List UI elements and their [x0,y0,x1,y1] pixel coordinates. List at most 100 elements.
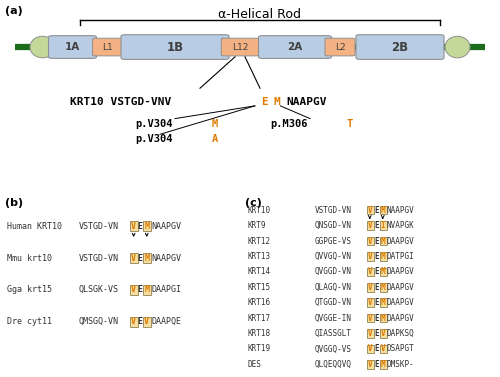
Text: V: V [368,360,372,369]
FancyBboxPatch shape [130,253,138,263]
Text: p.V304: p.V304 [135,118,172,129]
Text: M: M [380,314,385,323]
Text: KRT14: KRT14 [248,267,270,276]
Text: DAAPQE: DAAPQE [151,317,181,326]
Text: KRT12: KRT12 [248,236,270,245]
Text: E: E [374,345,378,354]
Text: E: E [374,236,378,245]
Text: DSAPGT: DSAPGT [387,345,414,354]
FancyBboxPatch shape [144,285,150,295]
FancyBboxPatch shape [366,314,374,322]
Text: KRT10: KRT10 [248,206,270,215]
Text: M: M [274,97,281,107]
Text: I: I [380,221,385,230]
Text: DAPKSQ: DAPKSQ [387,329,414,338]
Ellipse shape [30,36,55,58]
Text: QTGGD-VN: QTGGD-VN [315,298,352,307]
Text: p.V304: p.V304 [135,134,172,144]
Text: E: E [374,267,378,276]
Text: V: V [368,345,372,354]
Text: NAAPGV: NAAPGV [151,222,181,231]
Text: DAAPGI: DAAPGI [151,285,181,294]
Text: E: E [374,298,378,307]
FancyBboxPatch shape [144,221,150,231]
Text: GGPGE-VS: GGPGE-VS [315,236,352,245]
FancyBboxPatch shape [366,329,374,338]
Text: M: M [144,254,149,262]
Text: NVAPGK: NVAPGK [387,221,414,230]
Text: VSTGD-VN: VSTGD-VN [78,222,118,231]
FancyBboxPatch shape [258,36,332,58]
Text: V: V [368,283,372,292]
Text: QLAGQ-VN: QLAGQ-VN [315,283,352,292]
Text: (b): (b) [5,198,23,208]
Text: V: V [131,285,136,294]
Text: 1A: 1A [65,42,80,52]
Ellipse shape [445,36,470,58]
FancyBboxPatch shape [92,38,122,56]
Text: E: E [138,254,142,262]
Text: M: M [380,252,385,261]
Text: KRT16: KRT16 [248,298,270,307]
FancyBboxPatch shape [380,252,386,261]
FancyBboxPatch shape [380,206,386,215]
FancyBboxPatch shape [366,206,374,215]
Text: V: V [131,317,136,326]
FancyBboxPatch shape [121,35,229,60]
Text: M: M [212,118,218,129]
Text: V: V [368,314,372,323]
FancyBboxPatch shape [356,35,444,60]
Text: p.M306: p.M306 [270,118,308,129]
Text: V: V [368,252,372,261]
FancyBboxPatch shape [130,285,138,295]
Text: QVGGD-VN: QVGGD-VN [315,267,352,276]
FancyBboxPatch shape [366,252,374,261]
FancyBboxPatch shape [380,283,386,291]
Text: A: A [212,134,218,144]
Text: α-Helical Rod: α-Helical Rod [218,8,302,21]
Text: E: E [138,222,142,231]
Text: QVGGE-IN: QVGGE-IN [315,314,352,323]
Text: NAAPGV: NAAPGV [151,254,181,262]
Text: V: V [368,221,372,230]
Text: M: M [380,206,385,215]
Text: V: V [380,345,385,354]
Text: KRT17: KRT17 [248,314,270,323]
Text: 1B: 1B [166,41,184,54]
Text: E: E [374,252,378,261]
Text: V: V [380,329,385,338]
Text: E: E [261,97,268,107]
Text: L12: L12 [232,43,248,52]
Text: DAAPGV: DAAPGV [387,298,414,307]
Text: Mmu krt10: Mmu krt10 [8,254,52,262]
FancyBboxPatch shape [380,299,386,307]
Text: VSTGD-VN: VSTGD-VN [78,254,118,262]
Text: KRT13: KRT13 [248,252,270,261]
Text: M: M [144,222,149,231]
Text: KRT10 VSTGD-VNV: KRT10 VSTGD-VNV [70,97,171,107]
Text: V: V [368,206,372,215]
Text: DES: DES [248,360,262,369]
Text: M: M [380,236,385,245]
FancyBboxPatch shape [380,360,386,369]
FancyBboxPatch shape [366,268,374,276]
FancyBboxPatch shape [380,221,386,230]
Text: QNSGD-VN: QNSGD-VN [315,221,352,230]
FancyBboxPatch shape [48,36,96,58]
FancyBboxPatch shape [366,221,374,230]
Text: E: E [374,360,378,369]
FancyBboxPatch shape [366,283,374,291]
Text: KRT18: KRT18 [248,329,270,338]
Text: NAAPGV: NAAPGV [287,97,327,107]
Text: V: V [131,254,136,262]
Text: KRT19: KRT19 [248,345,270,354]
Text: QVGGQ-VS: QVGGQ-VS [315,345,352,354]
Text: QLQEQQVQ: QLQEQQVQ [315,360,352,369]
Text: E: E [374,221,378,230]
Text: E: E [138,285,142,294]
Text: E: E [138,317,142,326]
Text: (a): (a) [5,6,23,16]
Text: VSTGD-VN: VSTGD-VN [315,206,352,215]
Text: DATPGI: DATPGI [387,252,414,261]
Text: T: T [346,118,353,129]
